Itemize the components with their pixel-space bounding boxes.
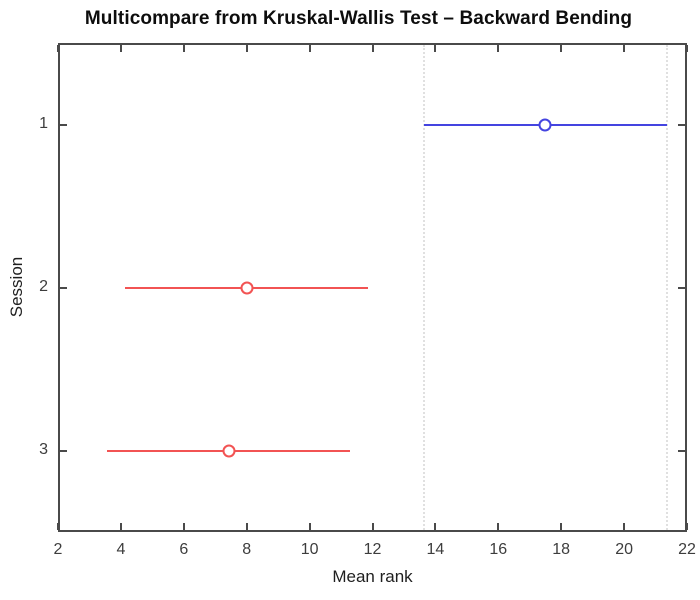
mean-rank-marker — [538, 118, 552, 131]
reference-dotted-line — [423, 45, 426, 530]
x-axis-tick — [623, 523, 626, 530]
mean-rank-marker — [222, 444, 236, 457]
y-tick-label: 2 — [39, 277, 48, 295]
x-axis-label: Mean rank — [332, 567, 413, 586]
x-axis-tick-top — [623, 45, 626, 52]
x-axis-tick-top — [686, 45, 688, 52]
x-axis-tick — [57, 523, 59, 530]
y-tick-label: 3 — [39, 440, 48, 458]
x-axis-tick-top — [497, 45, 500, 52]
chart-title: Multicompare from Kruskal-Wallis Test – … — [84, 8, 633, 29]
x-axis-tick-top — [182, 45, 185, 52]
y-axis-tick-right — [678, 449, 685, 452]
mean-rank-marker — [240, 281, 254, 294]
x-axis-tick — [686, 523, 688, 530]
x-tick-label: 10 — [300, 541, 319, 558]
x-tick-label: 4 — [116, 541, 126, 558]
x-tick-label: 6 — [179, 541, 189, 558]
x-axis-tick — [497, 523, 500, 530]
x-axis-tick-top — [371, 45, 374, 52]
x-tick-label: 18 — [552, 541, 571, 558]
x-tick-label: 20 — [615, 541, 633, 558]
x-axis-tick-top — [57, 45, 59, 52]
x-tick-label: 8 — [242, 541, 252, 558]
x-axis-tick — [182, 523, 185, 530]
reference-dotted-line — [665, 45, 668, 530]
y-axis-tick — [60, 449, 67, 452]
x-axis-tick-top — [245, 45, 248, 52]
x-tick-label: 12 — [363, 541, 382, 558]
x-axis-tick — [371, 523, 374, 530]
x-tick-label: 16 — [489, 541, 508, 558]
y-axis-tick — [60, 286, 67, 289]
y-axis-tick-right — [678, 286, 685, 289]
x-axis-tick — [245, 523, 248, 530]
x-axis-tick — [560, 523, 563, 530]
x-axis-tick-top — [308, 45, 311, 52]
x-axis-tick-top — [434, 45, 437, 52]
y-axis-tick-right — [678, 123, 685, 126]
y-tick-label: 1 — [39, 114, 48, 132]
x-axis-tick — [434, 523, 437, 530]
y-axis-tick — [60, 123, 67, 126]
x-axis-tick — [119, 523, 122, 530]
x-tick-label: 14 — [426, 541, 445, 558]
x-axis-tick — [308, 523, 311, 530]
plot-area — [57, 43, 688, 532]
x-tick-label: 2 — [53, 541, 63, 558]
x-axis-tick-top — [560, 45, 563, 52]
x-tick-label: 22 — [678, 541, 696, 558]
x-axis-tick-top — [119, 45, 122, 52]
